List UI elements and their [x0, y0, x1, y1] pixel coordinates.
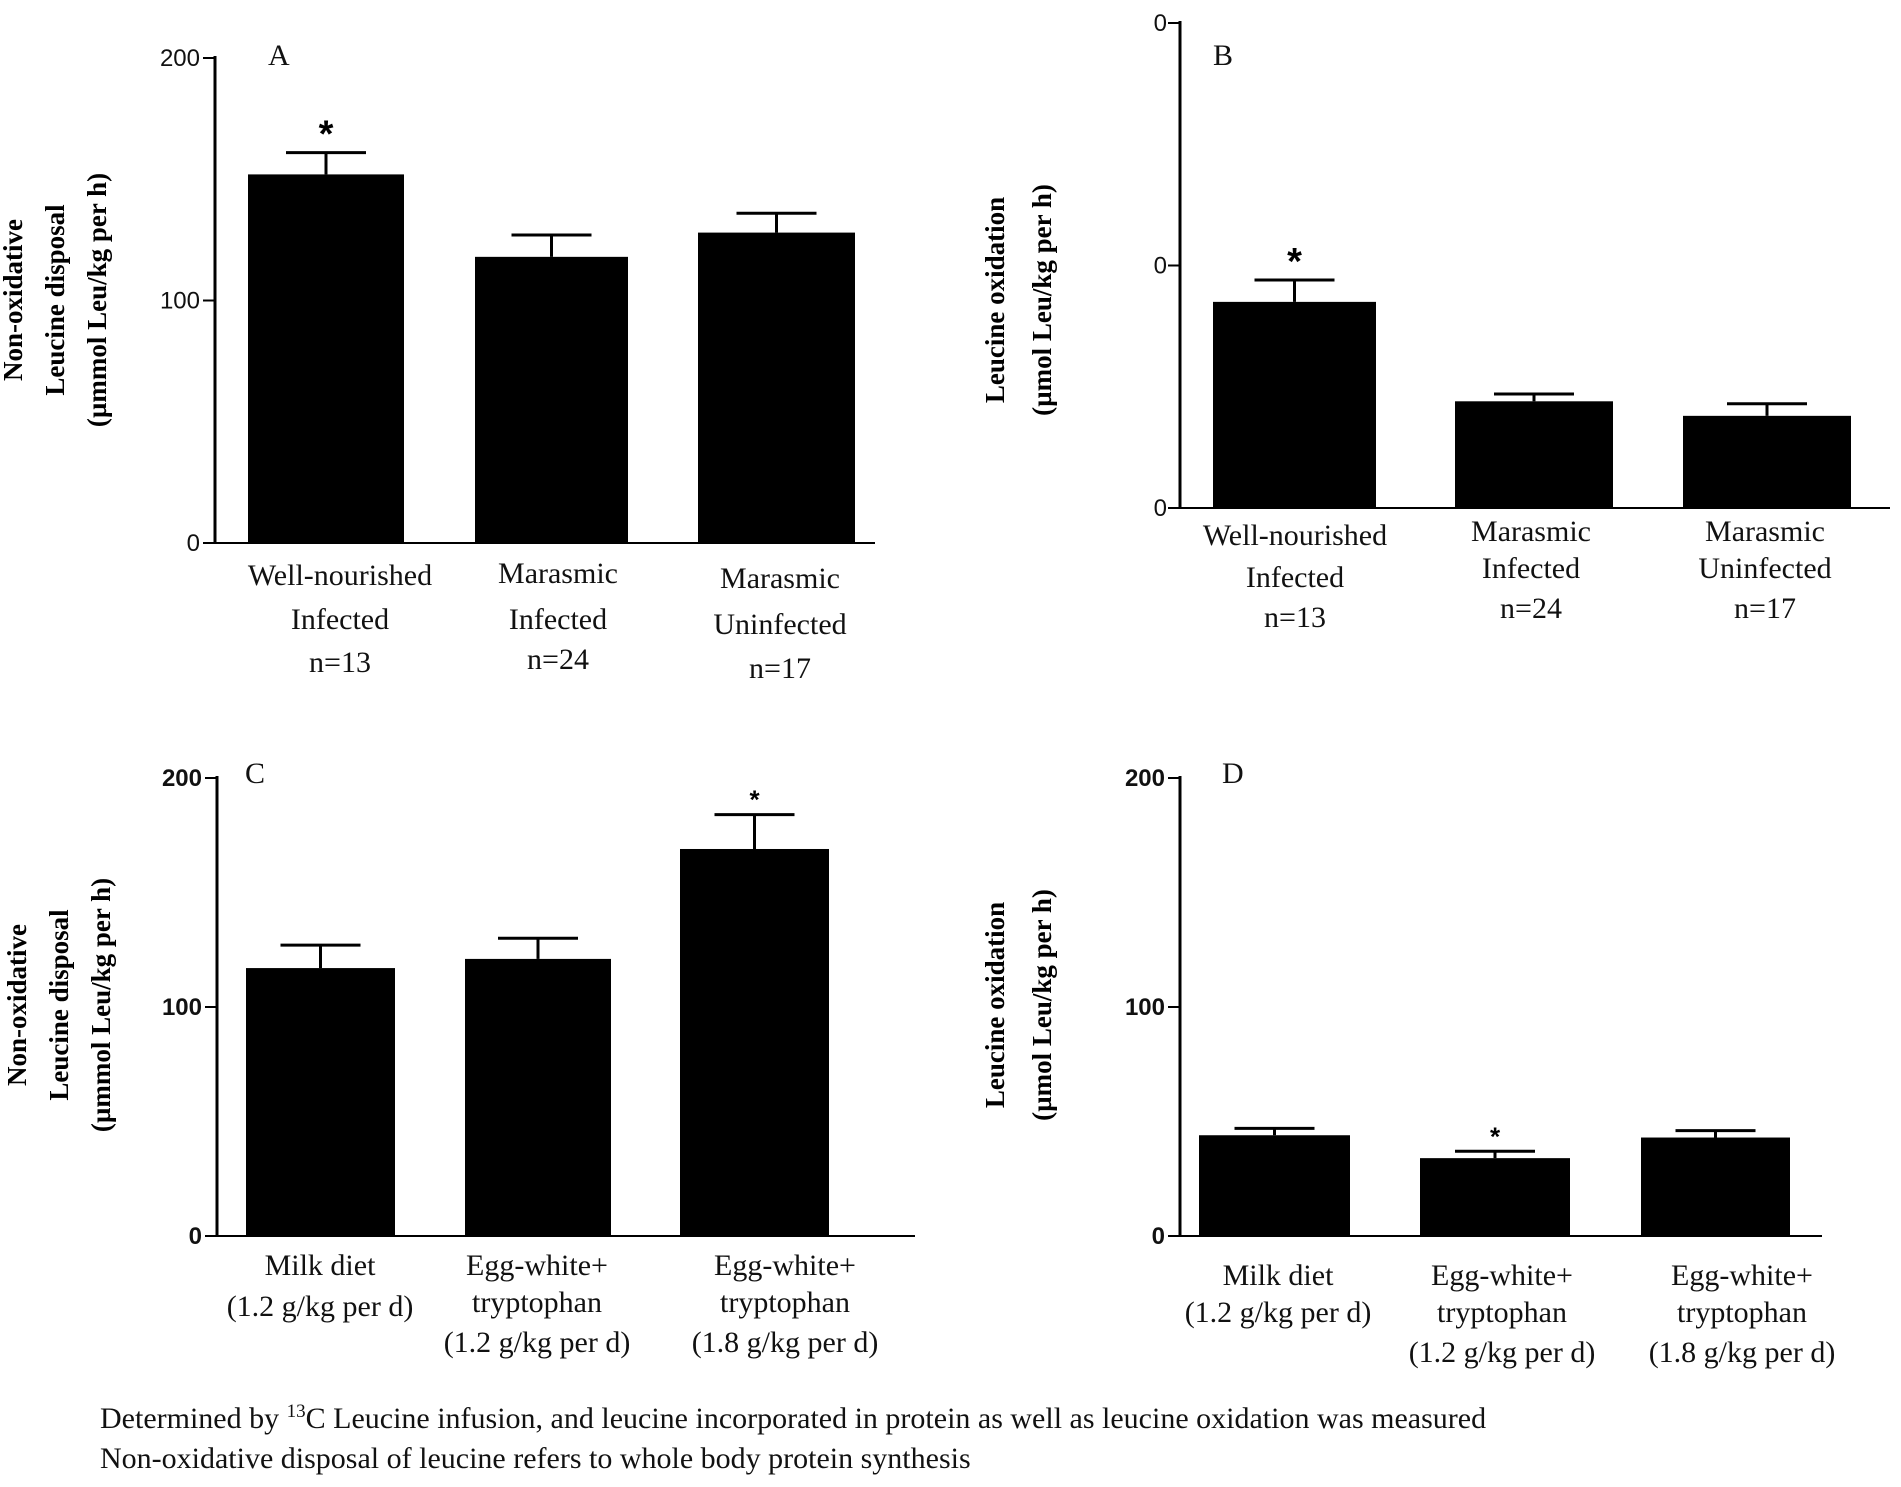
significance-marker: * [749, 785, 760, 815]
y-axis-label: (µmol Leu/kg per h) [1027, 889, 1057, 1121]
y-tick-label: 0 [1154, 495, 1167, 522]
category-label: Infected [291, 603, 389, 636]
y-tick-label: 200 [160, 45, 200, 72]
significance-marker: * [319, 114, 334, 156]
y-tick-label: 200 [1125, 765, 1165, 792]
y-axis-label: (µmmol Leu/kg per h) [86, 878, 116, 1132]
category-label: Egg-white+ [714, 1249, 856, 1282]
y-tick-label: 0 [1152, 1223, 1165, 1250]
bar [246, 968, 395, 1236]
bar [475, 256, 628, 543]
category-label: Uninfected [713, 608, 846, 641]
y-axis-label: Non-oxidative [0, 219, 28, 381]
chart-panels: 200 100 0 Non-oxidative Leucine disposal (µmm… [0, 10, 1890, 1369]
footnote-line-1: Determined by 13C Leucine infusion, and … [100, 1401, 1486, 1435]
y-tick-label: 0 [189, 1223, 202, 1250]
y-axis-label: Leucine disposal [44, 909, 74, 1101]
footnote: Determined by 13C Leucine infusion, and … [100, 1401, 1486, 1475]
bar [1455, 401, 1613, 508]
bar [1420, 1158, 1570, 1236]
category-label: Marasmic [498, 557, 618, 590]
y-tick-label: 100 [1125, 994, 1165, 1021]
y-axis-label: Non-oxidative [2, 924, 32, 1086]
category-label: Infected [1482, 552, 1580, 585]
y-tick-label: 0 [1154, 10, 1167, 37]
y-tick-label: 100 [162, 994, 202, 1021]
panel-letter: A [268, 39, 290, 72]
category-label: tryptophan [1437, 1296, 1567, 1329]
category-label: n=17 [1734, 592, 1796, 625]
chart-panel-c: 200 100 0 Non-oxidative Leucine disposal (µmm… [2, 757, 915, 1359]
significance-marker: * [1490, 1121, 1501, 1151]
category-label: Well-nourished [248, 559, 432, 592]
bar [1641, 1137, 1790, 1236]
y-axis-label: Leucine disposal [40, 204, 70, 396]
category-label: Marasmic [720, 562, 840, 595]
chart-panel-d: 200 100 0 Leucine oxidation (µmol Leu/kg per… [980, 757, 1835, 1369]
category-label: Marasmic [1471, 515, 1591, 548]
category-label: tryptophan [720, 1286, 850, 1319]
category-label: n=13 [1264, 601, 1326, 634]
category-label: Milk diet [265, 1249, 376, 1282]
panel-letter: D [1222, 757, 1244, 790]
category-label: Milk diet [1223, 1259, 1334, 1292]
y-axis-label: (µmol Leu/kg per h) [1027, 184, 1057, 416]
footnote-line-2: Non-oxidative disposal of leucine refers… [100, 1442, 971, 1475]
y-axis-label: Leucine oxidation [980, 902, 1010, 1108]
panel-letter: C [245, 757, 265, 790]
category-label: n=13 [309, 646, 371, 679]
category-label: n=17 [749, 652, 811, 685]
category-label: Egg-white+ [466, 1249, 608, 1282]
chart-panel-a: 200 100 0 Non-oxidative Leucine disposal (µmm… [0, 39, 875, 685]
y-axis-label: (µmmol Leu/kg per h) [82, 173, 112, 427]
y-tick-label: 0 [1154, 253, 1167, 280]
category-label: Egg-white+ [1431, 1259, 1573, 1292]
bar [1213, 301, 1376, 508]
bar [465, 958, 611, 1236]
category-label: (1.2 g/kg per d) [1185, 1296, 1372, 1329]
category-label: Marasmic [1705, 515, 1825, 548]
category-label: tryptophan [1677, 1296, 1807, 1329]
category-label: (1.8 g/kg per d) [1649, 1336, 1836, 1369]
chart-panel-b: 0 0 0 Leucine oxidation (µmol Leu/kg per h) B… [980, 10, 1890, 634]
y-tick-label: 100 [160, 288, 200, 315]
category-label: Infected [1246, 561, 1344, 594]
category-label: (1.2 g/kg per d) [444, 1326, 631, 1359]
bar [698, 232, 855, 543]
category-label: (1.2 g/kg per d) [227, 1290, 414, 1323]
category-label: Uninfected [1698, 552, 1831, 585]
significance-marker: * [1287, 241, 1302, 283]
category-label: Egg-white+ [1671, 1259, 1813, 1292]
category-label: n=24 [1500, 592, 1562, 625]
y-axis-label: Leucine oxidation [980, 197, 1010, 403]
y-tick-label: 200 [162, 765, 202, 792]
category-label: Infected [509, 603, 607, 636]
panel-letter: B [1213, 39, 1233, 72]
bar [680, 848, 829, 1236]
bar [1199, 1135, 1350, 1236]
category-label: n=24 [527, 643, 589, 676]
category-label: (1.2 g/kg per d) [1409, 1336, 1596, 1369]
category-label: tryptophan [472, 1286, 602, 1319]
y-tick-label: 0 [187, 530, 200, 557]
category-label: Well-nourished [1203, 519, 1387, 552]
category-label: (1.8 g/kg per d) [692, 1326, 879, 1359]
bar [1683, 415, 1851, 508]
bar [248, 174, 404, 543]
